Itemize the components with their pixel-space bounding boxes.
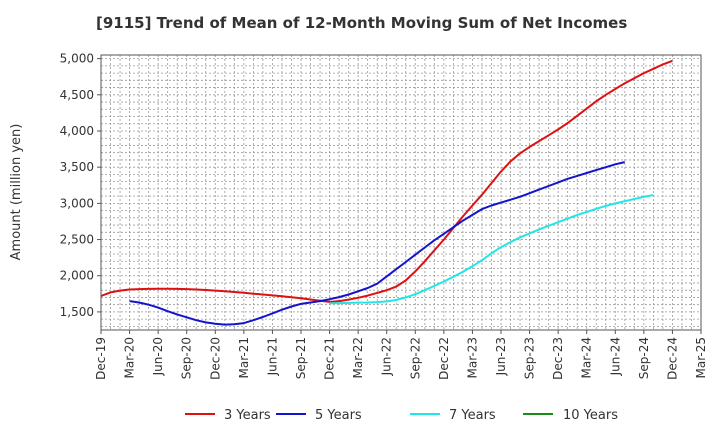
y-tick-label: 5,000 [60, 52, 94, 66]
legend-item: 7 Years [410, 408, 496, 423]
x-tick-label: Sep-22 [408, 337, 422, 379]
x-tick-label: Mar-22 [351, 337, 365, 378]
x-tick-label: Jun-21 [265, 337, 279, 376]
chart-title: [9115] Trend of Mean of 12-Month Moving … [96, 14, 628, 32]
x-tick-label: Sep-23 [523, 337, 537, 379]
y-tick-label: 4,500 [60, 88, 94, 102]
x-tick-label: Sep-21 [294, 337, 308, 379]
x-tick-label: Mar-21 [237, 337, 251, 378]
series-line [100, 59, 673, 303]
legend: 3 Years 5 Years 7 Years 10 Years [185, 408, 618, 423]
x-tick-label: Mar-20 [123, 337, 137, 378]
x-tick-label: Dec-20 [208, 337, 222, 380]
y-tick-label: 3,500 [60, 160, 94, 174]
x-tick-label: Mar-25 [694, 337, 708, 378]
plot-area-frame [100, 54, 702, 331]
legend-label: 10 Years [563, 408, 618, 423]
x-tick-label: Dec-24 [665, 337, 679, 380]
x-tick-label: Sep-20 [180, 337, 194, 379]
x-tick-label: Dec-19 [94, 337, 108, 380]
series-line [329, 194, 654, 305]
grid-layer [100, 55, 702, 330]
legend-item: 10 Years [523, 408, 618, 423]
legend-item: 5 Years [276, 408, 362, 423]
y-tick-label: 1,500 [60, 305, 94, 319]
x-tick-label: Jun-24 [608, 337, 622, 376]
x-tick-label: Sep-24 [637, 337, 651, 379]
legend-label: 5 Years [315, 408, 362, 423]
x-tick-label: Jun-23 [494, 337, 508, 376]
series-layer [100, 59, 673, 326]
series-line [129, 161, 626, 326]
x-tick-labels: Dec-19 Mar-20 Jun-20 Sep-20 Dec-20 Mar-21 Jun-… [94, 330, 708, 380]
y-axis-title: Amount (million yen) [9, 124, 24, 261]
x-tick-label: Dec-21 [323, 337, 337, 380]
x-tick-label: Jun-22 [380, 337, 394, 376]
y-tick-labels: 1,500 2,000 2,500 3,000 3,500 4,000 4,500 5,000 [60, 52, 101, 319]
x-tick-label: Dec-22 [437, 337, 451, 380]
y-tick-label: 2,500 [60, 233, 94, 247]
x-tick-label: Dec-23 [551, 337, 565, 380]
x-tick-label: Jun-20 [151, 337, 165, 376]
y-tick-label: 4,000 [60, 124, 94, 138]
x-tick-label: Mar-24 [580, 337, 594, 378]
legend-label: 7 Years [449, 408, 496, 423]
x-tick-label: Mar-23 [465, 337, 479, 378]
y-tick-label: 3,000 [60, 196, 94, 210]
y-tick-label: 2,000 [60, 269, 94, 283]
legend-label: 3 Years [224, 408, 271, 423]
legend-item: 3 Years [185, 408, 271, 423]
